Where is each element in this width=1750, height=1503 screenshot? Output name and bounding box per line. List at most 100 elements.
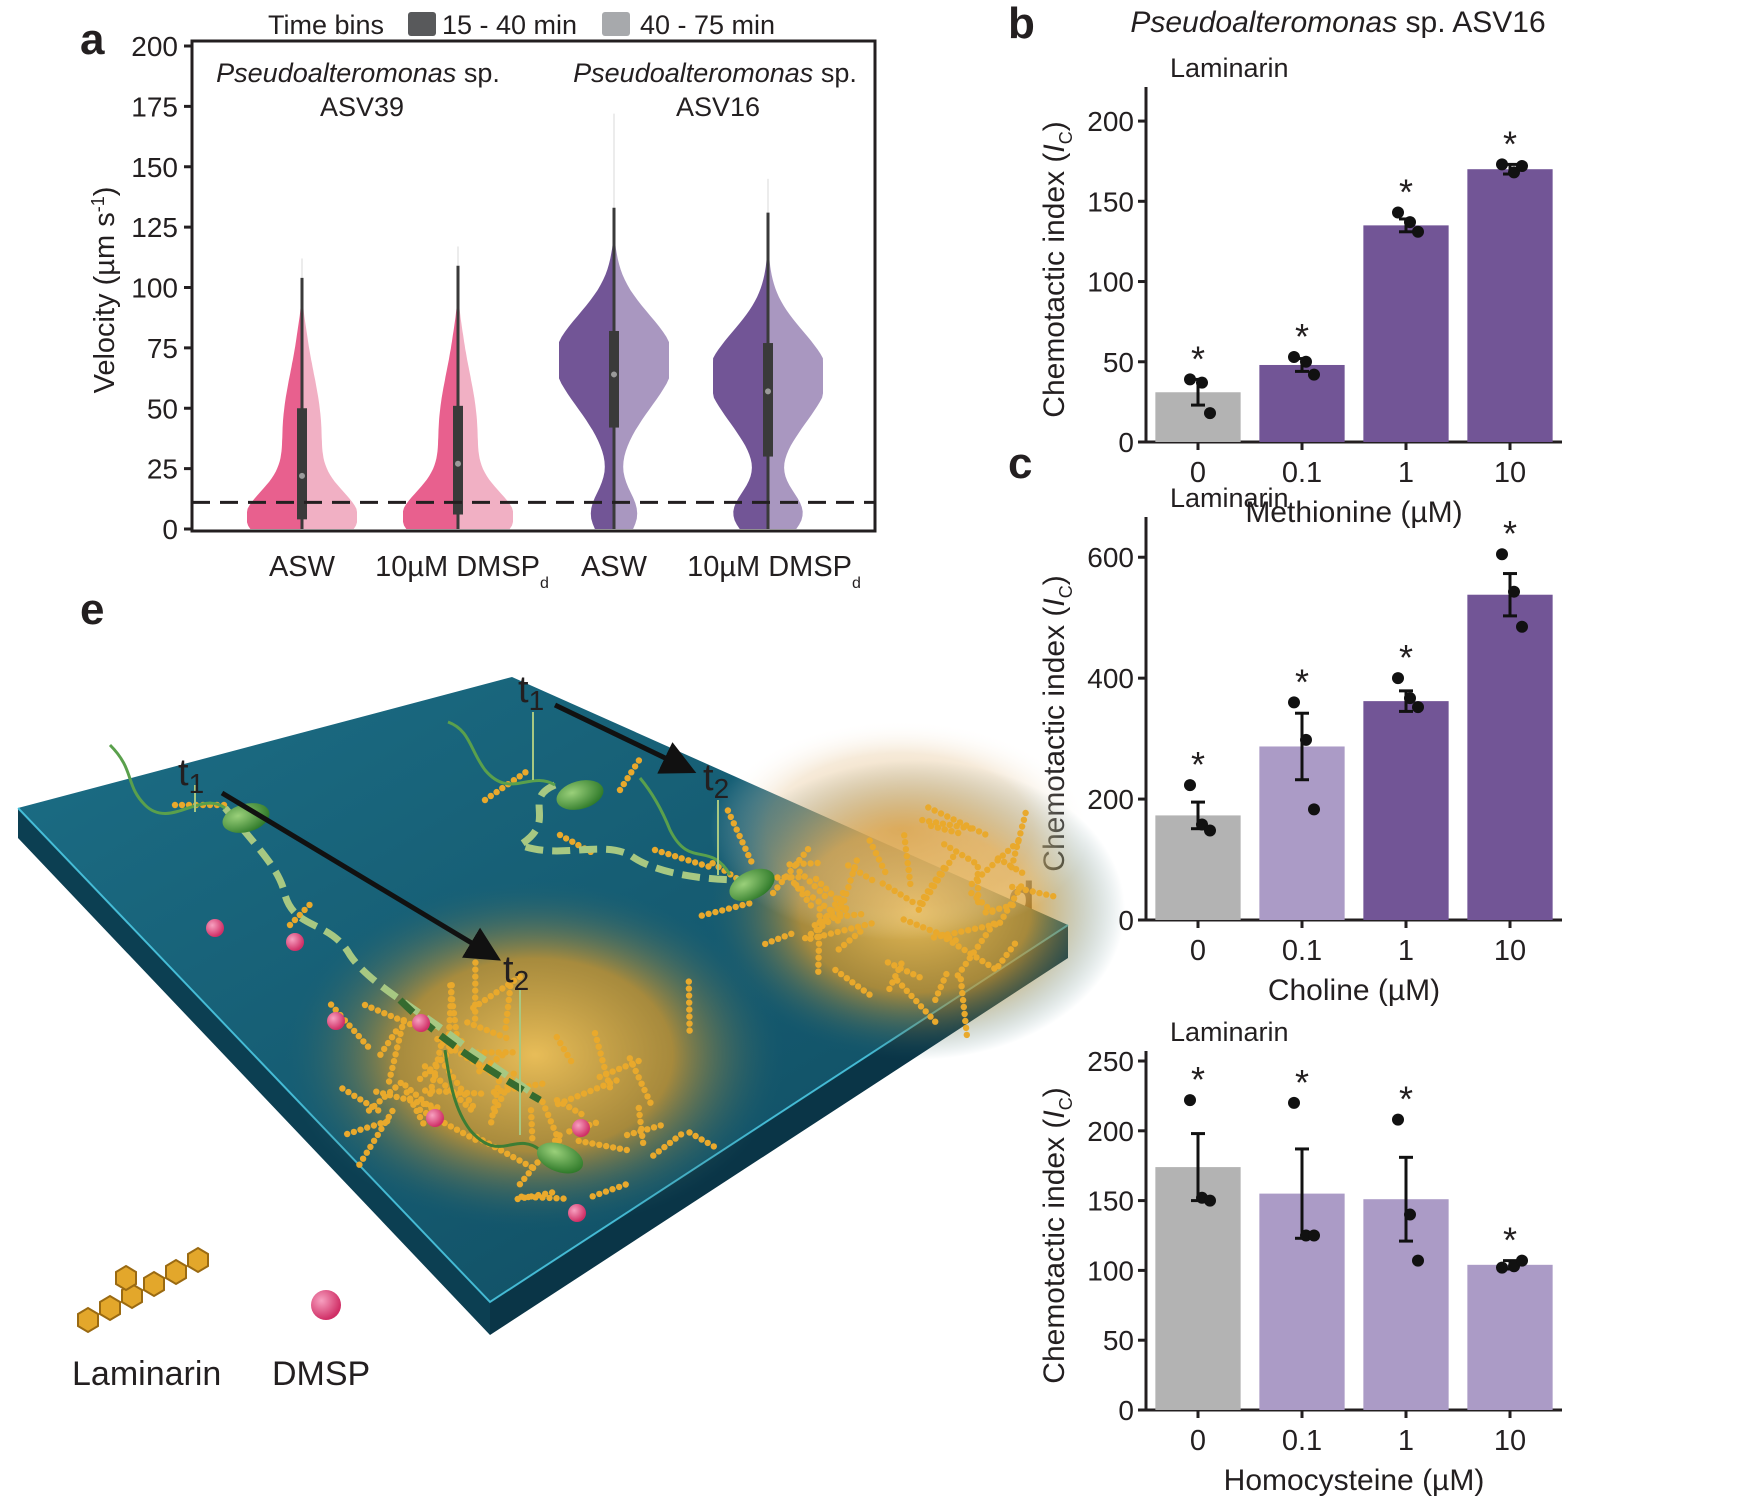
laminarin-unit: [522, 769, 529, 776]
laminarin-unit: [497, 1087, 505, 1095]
violin-y-tick-label: 50: [147, 393, 178, 424]
laminarin-unit: [556, 831, 564, 839]
laminarin-unit: [1015, 836, 1022, 844]
bar: [1467, 594, 1553, 920]
replicate-point: [1300, 733, 1312, 746]
laminarin-unit: [827, 890, 835, 897]
laminarin-unit: [791, 862, 799, 869]
violin-median: [455, 460, 461, 467]
laminarin-unit: [346, 1022, 353, 1029]
laminarin-unit: [821, 902, 828, 909]
motion-arrow-left: [220, 790, 502, 961]
laminarin-unit: [796, 856, 803, 864]
motion-arrow-top: [553, 702, 697, 774]
laminarin-unit: [506, 989, 513, 997]
laminarin-unit: [374, 1131, 381, 1139]
dmsp-ball: [412, 1014, 430, 1032]
y-axis-label-sub: C: [1056, 131, 1076, 144]
laminarin-unit: [979, 957, 986, 965]
laminarin-unit: [518, 1193, 525, 1200]
replicate-point: [1404, 1208, 1416, 1221]
laminarin-unit: [638, 1125, 645, 1133]
laminarin-unit: [739, 839, 746, 846]
laminarin-unit: [934, 990, 942, 997]
laminarin-unit: [932, 819, 940, 826]
laminarin-unit: [1011, 940, 1019, 947]
laminarin-unit: [464, 1019, 471, 1026]
replicate-point: [1516, 1254, 1528, 1267]
violin-y-tick-label: 100: [131, 273, 178, 304]
laminarin-unit: [345, 1088, 352, 1096]
x-label-asv16-asw: ASW: [581, 551, 648, 583]
laminarin-unit: [597, 1050, 604, 1057]
laminarin-unit: [851, 911, 858, 919]
laminarin-unit: [901, 832, 908, 839]
laminarin-unit: [623, 1131, 631, 1139]
laminarin-unit: [296, 911, 303, 919]
laminarin-unit: [947, 844, 954, 852]
laminarin-unit: [969, 825, 976, 832]
laminarin-unit: [807, 935, 814, 942]
laminarin-unit: [499, 1052, 506, 1059]
laminarin-unit: [357, 1126, 364, 1133]
laminarin-unit: [449, 1003, 457, 1010]
laminarin-unit: [949, 939, 956, 946]
y-axis-label-sub: C: [1056, 1097, 1076, 1110]
laminarin-unit: [365, 1107, 373, 1114]
laminarin-unit: [550, 1124, 557, 1131]
laminarin-unit: [442, 1082, 449, 1089]
laminarin-unit: [903, 987, 910, 994]
laminarin-unit: [955, 829, 962, 837]
y-tick-label: 0: [1118, 427, 1134, 458]
laminarin-unit: [560, 1045, 568, 1053]
x-tick-label: 0.1: [1282, 457, 1322, 489]
laminarin-unit: [493, 788, 500, 796]
y-tick-label: 100: [1087, 1255, 1134, 1286]
laminarin-unit: [370, 1137, 378, 1145]
laminarin-unit: [739, 901, 746, 909]
t1-left-sub: 1: [189, 768, 205, 799]
laminarin-unit: [355, 1032, 362, 1040]
laminarin-unit: [686, 1006, 693, 1013]
bar: [1259, 364, 1345, 442]
laminarin-unit: [959, 996, 967, 1004]
laminarin-unit: [857, 911, 865, 918]
laminarin-unit: [539, 1098, 546, 1106]
laminarin-unit: [528, 1128, 536, 1135]
laminarin-unit: [974, 877, 982, 885]
laminarin-unit: [917, 1003, 925, 1010]
y-tick-label: 50: [1103, 1325, 1134, 1356]
laminarin-unit: [596, 1190, 603, 1198]
bar-chart-homocysteine: 0501001502002500*0.1*1*10*LaminarinHomoc…: [1038, 1017, 1562, 1497]
significance-star: *: [1503, 513, 1517, 554]
significance-star: *: [1399, 172, 1413, 213]
laminarin-unit: [815, 940, 823, 947]
violin-iqr-box: [297, 408, 307, 520]
y-axis-label-sub: C: [1056, 585, 1076, 598]
laminarin-unit: [591, 1030, 599, 1037]
laminarin-unit: [982, 932, 989, 939]
laminarin-unit: [727, 813, 734, 821]
laminarin-unit: [822, 885, 830, 892]
laminarin-unit: [978, 924, 986, 931]
laminarin-unit: [609, 1186, 616, 1193]
laminarin-unit: [509, 1049, 516, 1056]
laminarin-unit: [472, 973, 479, 980]
laminarin-unit: [686, 1013, 693, 1020]
t1-top-t: t: [518, 669, 529, 711]
laminarin-unit: [374, 1007, 382, 1014]
laminarin-unit: [990, 920, 997, 927]
bacterium-center: [443, 1049, 584, 1174]
laminarin-unit: [909, 898, 916, 906]
laminarin-unit: [775, 935, 782, 942]
laminarin-unit: [632, 1067, 639, 1075]
laminarin-unit: [848, 925, 855, 932]
violin-half-early: [559, 113, 614, 529]
laminarin-unit: [811, 922, 818, 929]
y-axis-label-var: I: [1038, 598, 1071, 606]
flagellum-top: [447, 720, 556, 787]
laminarin-unit: [599, 1057, 606, 1064]
laminarin-unit: [624, 775, 631, 782]
laminarin-unit: [897, 891, 904, 898]
t1-top-sub: 1: [529, 685, 545, 716]
